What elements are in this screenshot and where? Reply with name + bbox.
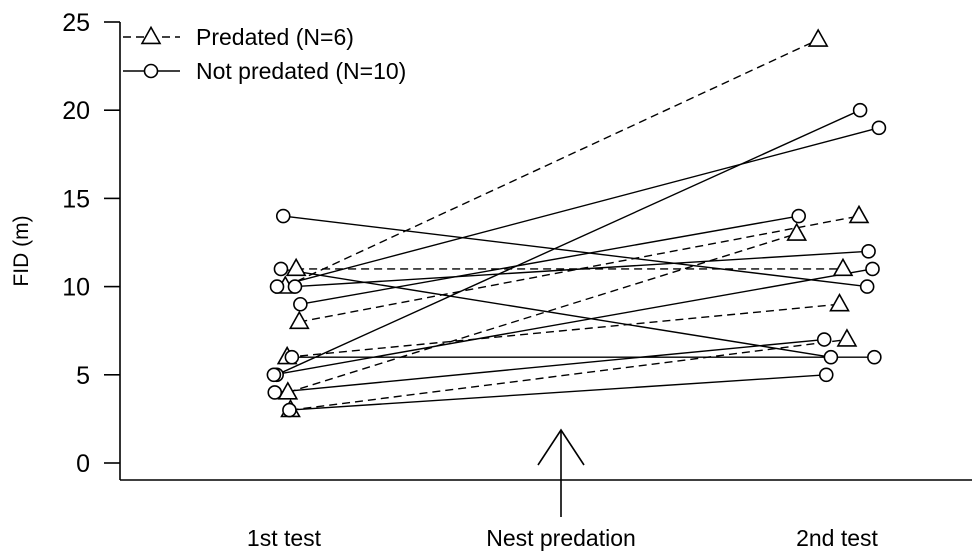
- legend-label: Predated (N=6): [196, 24, 354, 50]
- circle-marker: [284, 349, 300, 365]
- y-axis-title: FID (m): [10, 215, 33, 286]
- series-1-line: [289, 374, 827, 411]
- series-1-line: [276, 127, 880, 288]
- triangle-marker: [140, 25, 162, 45]
- circle-marker: [823, 349, 839, 365]
- series-1-line: [283, 215, 868, 288]
- x-tick-label: 2nd test: [796, 525, 878, 551]
- triangle-marker: [277, 381, 299, 400]
- series-0-line: [284, 39, 819, 288]
- circle-marker: [293, 296, 308, 312]
- series-0-line: [299, 215, 860, 323]
- series-1-line: [300, 215, 799, 305]
- circle-marker: [282, 402, 297, 418]
- y-ticks: 0 5 10 15 20 25: [62, 9, 120, 478]
- y-tick-label: 0: [76, 450, 90, 478]
- series-1-line: [273, 268, 873, 376]
- series-0-line: [287, 233, 797, 394]
- y-tick-label: 5: [76, 362, 90, 390]
- y-axis: 0 5 10 15 20 25: [62, 9, 121, 480]
- circle-marker: [867, 349, 882, 365]
- nest-predation-arrow: [537, 428, 585, 517]
- legend-label: Not predated (N=10): [196, 58, 406, 84]
- legend: Predated (N=6) Not predated (N=10): [123, 24, 406, 84]
- series-1-line: [276, 109, 861, 376]
- circle-marker: [269, 279, 285, 294]
- circle-marker: [861, 244, 876, 259]
- triangle-marker: [807, 28, 829, 47]
- x-tick-label: 1st test: [247, 525, 322, 551]
- circle-marker: [859, 279, 875, 294]
- arrow-head: [537, 428, 585, 466]
- series-1-line: [280, 268, 832, 358]
- circle-marker: [273, 261, 289, 277]
- series-1-line: [294, 250, 869, 288]
- circle-marker: [816, 332, 832, 347]
- triangle-marker: [832, 257, 854, 277]
- triangle-marker: [848, 204, 870, 224]
- triangle-marker: [288, 310, 310, 330]
- circle-marker: [791, 208, 806, 224]
- y-tick-label: 15: [62, 185, 90, 213]
- y-tick-label: 25: [62, 9, 90, 37]
- triangle-marker: [285, 257, 307, 277]
- series-0-line: [290, 338, 848, 411]
- circle-marker: [275, 208, 291, 224]
- triangle-marker: [829, 293, 850, 312]
- circle-marker: [287, 279, 303, 294]
- data-lines: [273, 39, 880, 411]
- x-tick-label: Nest predation: [486, 525, 636, 551]
- circle-marker: [266, 367, 282, 383]
- circle-marker: [818, 367, 834, 383]
- series-1-line: [274, 338, 825, 394]
- data-points: [266, 28, 887, 418]
- circle-marker: [865, 261, 880, 277]
- y-tick-label: 10: [62, 274, 90, 302]
- x-tick-labels: 1st test Nest predation 2nd test: [247, 525, 879, 551]
- circle-marker: [143, 63, 159, 79]
- series-0-line: [287, 303, 840, 358]
- circle-marker: [267, 385, 283, 400]
- circle-marker: [871, 120, 887, 136]
- y-tick-label: 20: [62, 97, 90, 125]
- circle-marker: [852, 102, 868, 118]
- triangle-marker: [786, 222, 808, 241]
- triangle-marker: [836, 328, 858, 347]
